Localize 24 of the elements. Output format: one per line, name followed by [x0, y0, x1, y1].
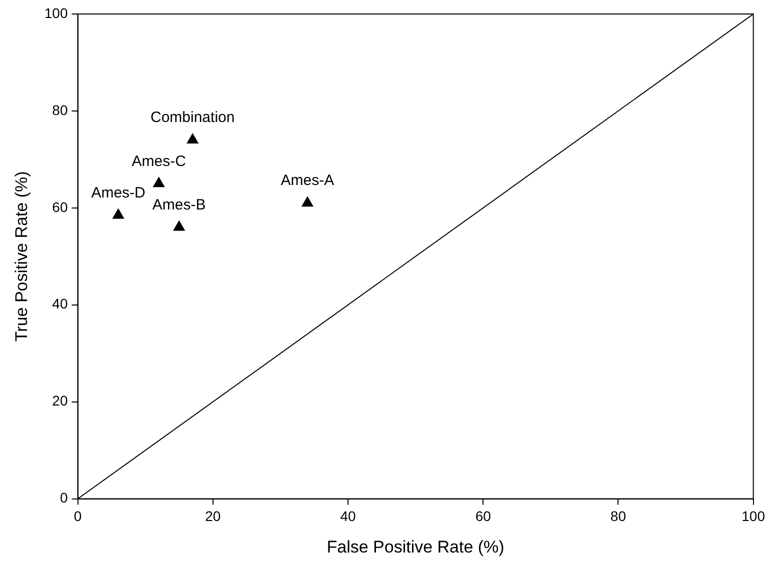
point	[186, 134, 198, 144]
x-tick-label: 80	[610, 508, 626, 524]
x-tick-label: 20	[205, 508, 221, 524]
y-tick-label: 80	[52, 102, 68, 118]
y-tick-label: 0	[60, 490, 68, 506]
annotation: Ames-A	[280, 172, 334, 190]
annotation: Combination	[150, 109, 235, 126]
y-tick-label: 20	[52, 392, 68, 409]
annotation: Ames-B	[152, 196, 206, 214]
y-tick-label: 40	[52, 296, 68, 312]
annotation: Ames-C	[132, 152, 186, 170]
x-tick-label: 40	[340, 508, 356, 524]
y-axis-title: True Positive Rate (%)	[12, 171, 31, 342]
point	[173, 220, 185, 231]
x-axis-title: False Positive Rate (%)	[326, 537, 504, 556]
point	[112, 208, 124, 219]
x-tick-label: 60	[475, 508, 492, 524]
x-tick-label: 100	[742, 508, 766, 524]
point	[302, 196, 314, 207]
y-tick-label: 100	[44, 4, 68, 21]
y-tick-label: 60	[52, 198, 68, 215]
annotation: Ames-D	[91, 184, 146, 202]
x-tick-label: 0	[74, 508, 82, 524]
point	[153, 177, 165, 188]
